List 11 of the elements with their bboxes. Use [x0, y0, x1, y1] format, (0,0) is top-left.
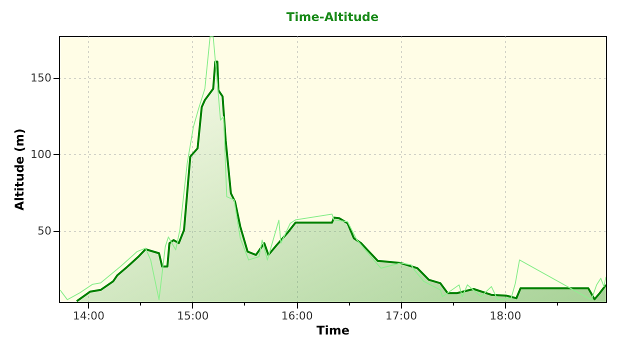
y-axis-title: Altitude (m) — [12, 128, 27, 210]
x-tick-label: 18:00 — [490, 310, 522, 322]
y-tick-label: 50 — [38, 224, 52, 238]
x-tick-label: 14:00 — [72, 310, 105, 322]
x-tick-label: 15:00 — [177, 310, 209, 322]
x-axis-title: Time — [316, 324, 350, 338]
chart-title: Time-Altitude — [286, 10, 379, 24]
y-tick-label: 150 — [30, 72, 52, 85]
x-tick-label: 17:00 — [385, 310, 418, 322]
y-tick-label: 100 — [30, 148, 52, 161]
x-tick-label: 16:00 — [281, 310, 313, 322]
